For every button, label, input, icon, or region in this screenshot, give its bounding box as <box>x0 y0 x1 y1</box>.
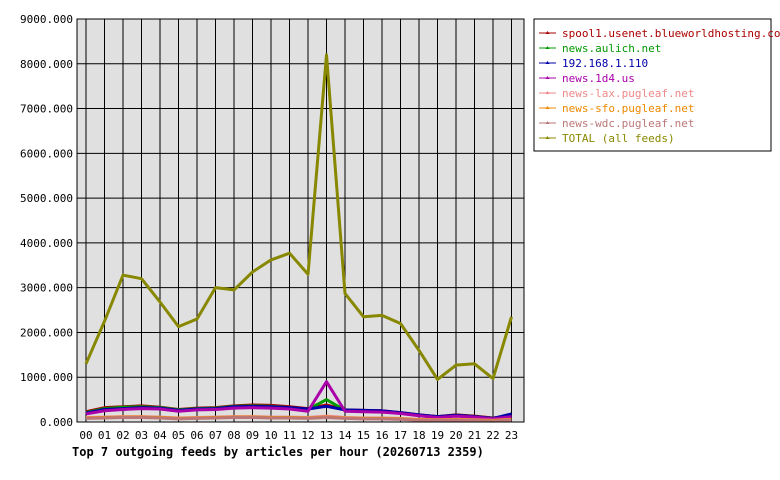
x-tick-label: 09 <box>246 429 259 442</box>
series-line-total-all-feeds <box>84 53 513 381</box>
x-tick-label: 20 <box>449 429 462 442</box>
legend-item: news.aulich.net <box>539 42 661 55</box>
series-lines <box>84 53 513 423</box>
x-tick-label: 05 <box>172 429 185 442</box>
y-tick-label: 7000.000 <box>20 103 73 116</box>
x-tick-label: 23 <box>505 429 518 442</box>
y-tick-label: 8000.000 <box>20 58 73 71</box>
legend-item: news-sfo.pugleaf.net <box>539 102 694 115</box>
x-tick-label: 21 <box>468 429 481 442</box>
legend-label: news.aulich.net <box>562 42 661 55</box>
y-tick-label: 0.000 <box>40 416 73 429</box>
y-tick-label: 2000.000 <box>20 326 73 339</box>
legend-marker <box>545 121 550 124</box>
y-tick-label: 3000.000 <box>20 282 73 295</box>
y-tick-label: 4000.000 <box>20 237 73 250</box>
x-tick-label: 15 <box>357 429 370 442</box>
x-tick-label: 10 <box>264 429 277 442</box>
legend-label: news-wdc.pugleaf.net <box>562 117 694 130</box>
legend-label: spool1.usenet.blueworldhosting.com <box>562 27 780 40</box>
legend-item: 192.168.1.110 <box>539 57 648 70</box>
x-tick-label: 14 <box>338 429 352 442</box>
x-tick-label: 07 <box>209 429 222 442</box>
y-tick-label: 5000.000 <box>20 192 73 205</box>
series-line-news-1d4-us <box>85 380 512 421</box>
x-tick-label: 13 <box>320 429 333 442</box>
legend-item: spool1.usenet.blueworldhosting.com <box>539 27 780 40</box>
chart-title: Top 7 outgoing feeds by articles per hou… <box>72 445 484 459</box>
legend-marker <box>545 46 550 49</box>
legend-label: news.1d4.us <box>562 72 635 85</box>
x-tick-label: 11 <box>283 429 296 442</box>
legend-marker <box>545 91 550 94</box>
x-axis: 00 01 02 03 04 05 06 07 08 09 10 11 12 13 14 15 16 17 18 19… <box>79 429 518 442</box>
legend-item: news.1d4.us <box>539 72 635 85</box>
x-tick-label: 00 <box>79 429 92 442</box>
x-tick-label: 16 <box>375 429 388 442</box>
plot-area <box>77 19 524 422</box>
y-axis: 0.000 1000.000 2000.000 3000.000 4000.000 500… <box>20 13 73 429</box>
legend-box <box>533 18 772 152</box>
x-tick-label: 01 <box>98 429 111 442</box>
legend-item: TOTAL (all feeds) <box>539 132 675 145</box>
legend-marker <box>545 136 550 139</box>
y-tick-label: 6000.000 <box>20 147 73 160</box>
x-tick-label: 02 <box>116 429 129 442</box>
legend-marker <box>545 106 550 109</box>
legend-marker <box>545 61 550 64</box>
legend-label: TOTAL (all feeds) <box>562 132 675 145</box>
y-tick-label: 9000.000 <box>20 13 73 26</box>
x-tick-label: 12 <box>301 429 314 442</box>
series-line-news-wdc-pugleaf-net <box>85 416 512 423</box>
x-tick-label: 08 <box>227 429 240 442</box>
x-tick-label: 22 <box>486 429 499 442</box>
legend-label: news-sfo.pugleaf.net <box>562 102 694 115</box>
x-tick-label: 18 <box>412 429 425 442</box>
legend-marker <box>545 76 550 79</box>
legend-label: 192.168.1.110 <box>562 57 648 70</box>
x-tick-label: 04 <box>153 429 167 442</box>
legend-label: news-lax.pugleaf.net <box>562 87 694 100</box>
legend-marker <box>545 31 550 34</box>
plot-frame <box>76 18 525 423</box>
x-tick-label: 06 <box>190 429 203 442</box>
x-tick-label: 17 <box>394 429 407 442</box>
legend-item: news-lax.pugleaf.net <box>539 87 694 100</box>
legend: spool1.usenet.blueworldhosting.com news.a… <box>533 18 780 152</box>
x-tick-label: 03 <box>135 429 148 442</box>
legend-item: news-wdc.pugleaf.net <box>539 117 694 130</box>
x-tick-label: 19 <box>431 429 444 442</box>
y-tick-label: 1000.000 <box>20 371 73 384</box>
